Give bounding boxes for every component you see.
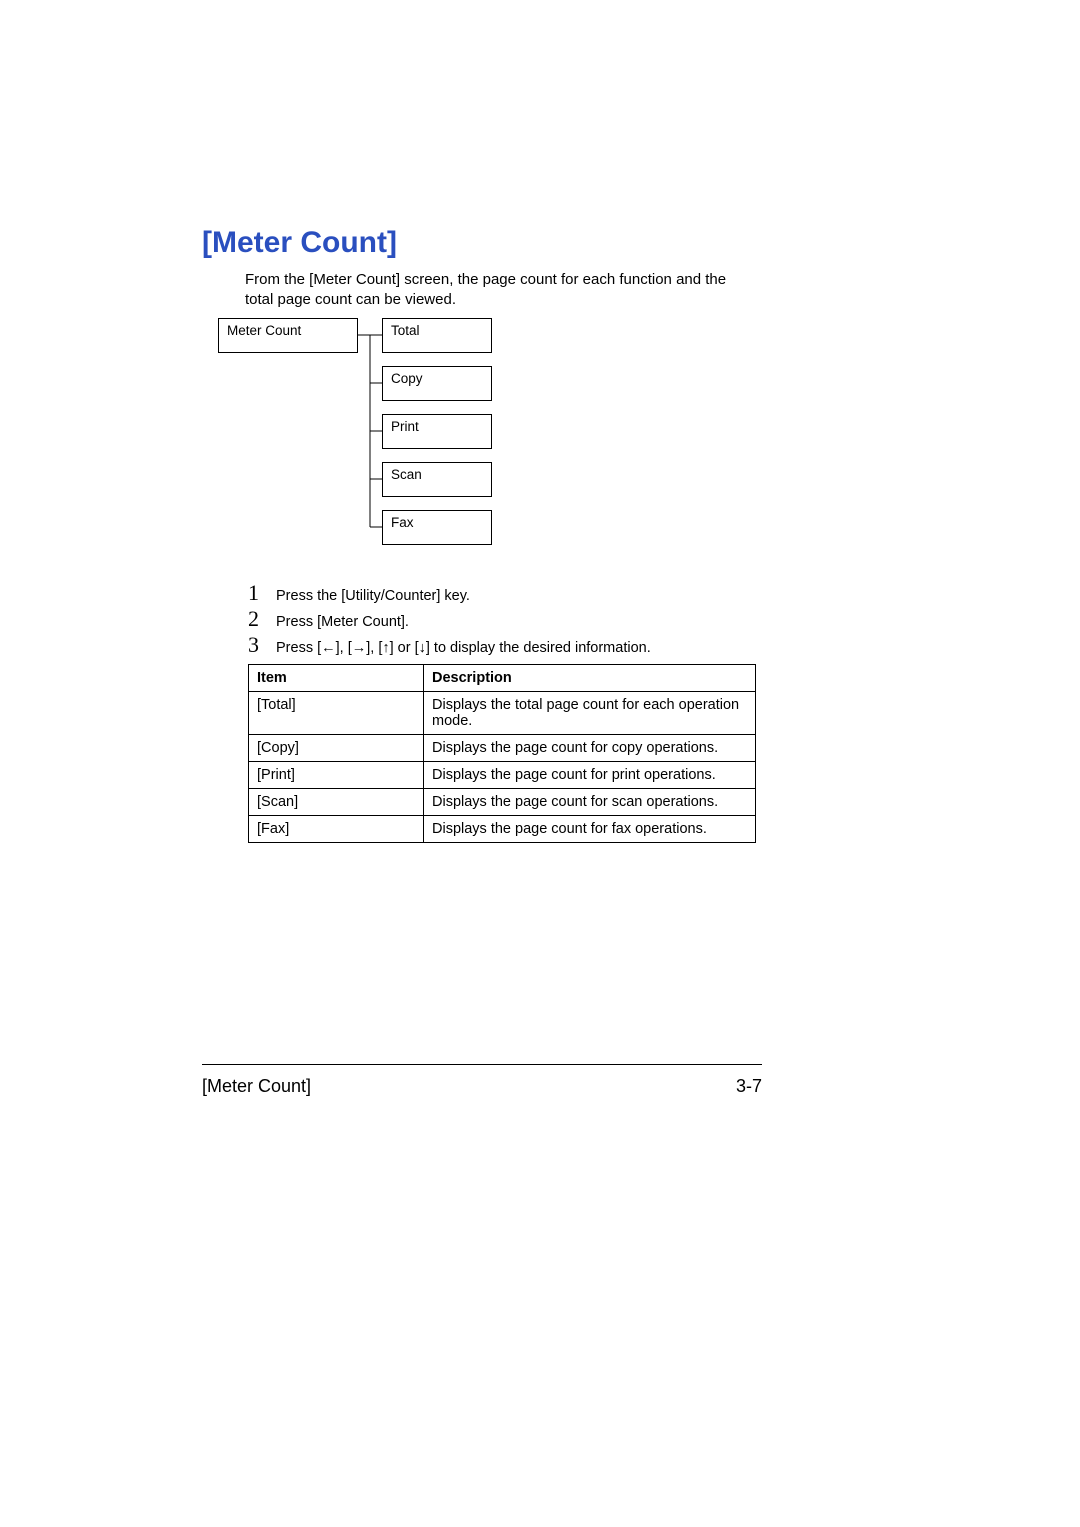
step-number: 3 — [248, 632, 266, 658]
step-text: Press the [Utility/Counter] key. — [276, 586, 470, 604]
document-page: [Meter Count] From the [Meter Count] scr… — [0, 0, 1080, 1527]
table-header-cell: Description — [424, 665, 756, 692]
table-header-row: Item Description — [249, 665, 756, 692]
table-row: [Fax] Displays the page count for fax op… — [249, 816, 756, 843]
table-row: [Copy] Displays the page count for copy … — [249, 735, 756, 762]
tree-leaf-node: Print — [382, 414, 492, 449]
tree-leaf-node: Total — [382, 318, 492, 353]
table-row: [Print] Displays the page count for prin… — [249, 762, 756, 789]
table-cell-item: [Scan] — [249, 789, 424, 816]
table-header-cell: Item — [249, 665, 424, 692]
section-title: [Meter Count] — [202, 226, 397, 260]
menu-tree-diagram: Meter Count Total Copy Print Scan Fax — [218, 318, 498, 548]
table-cell-desc: Displays the page count for scan operati… — [424, 789, 756, 816]
table-cell-desc: Displays the page count for copy operati… — [424, 735, 756, 762]
table-cell-desc: Displays the page count for print operat… — [424, 762, 756, 789]
table-row: [Scan] Displays the page count for scan … — [249, 789, 756, 816]
tree-leaf-node: Fax — [382, 510, 492, 545]
step-item: 1 Press the [Utility/Counter] key. — [248, 580, 748, 606]
tree-leaf-node: Copy — [382, 366, 492, 401]
step-number: 2 — [248, 606, 266, 632]
description-table-wrap: Item Description [Total] Displays the to… — [248, 664, 756, 843]
step-item: 3 Press [←], [→], [↑] or [↓] to display … — [248, 632, 748, 658]
step-item: 2 Press [Meter Count]. — [248, 606, 748, 632]
step-text: Press [Meter Count]. — [276, 612, 409, 630]
table-cell-item: [Copy] — [249, 735, 424, 762]
tree-root-node: Meter Count — [218, 318, 358, 353]
table-cell-item: [Fax] — [249, 816, 424, 843]
description-table: Item Description [Total] Displays the to… — [248, 664, 756, 843]
table-cell-item: [Print] — [249, 762, 424, 789]
footer-rule — [202, 1064, 762, 1065]
table-cell-desc: Displays the total page count for each o… — [424, 692, 756, 735]
step-list: 1 Press the [Utility/Counter] key. 2 Pre… — [248, 580, 748, 658]
step-text: Press [←], [→], [↑] or [↓] to display th… — [276, 638, 651, 656]
intro-paragraph: From the [Meter Count] screen, the page … — [245, 270, 755, 311]
footer-section-name: [Meter Count] — [202, 1076, 311, 1097]
step-number: 1 — [248, 580, 266, 606]
table-row: [Total] Displays the total page count fo… — [249, 692, 756, 735]
footer-page-number: 3-7 — [730, 1076, 762, 1097]
table-cell-desc: Displays the page count for fax operatio… — [424, 816, 756, 843]
tree-leaf-node: Scan — [382, 462, 492, 497]
table-cell-item: [Total] — [249, 692, 424, 735]
